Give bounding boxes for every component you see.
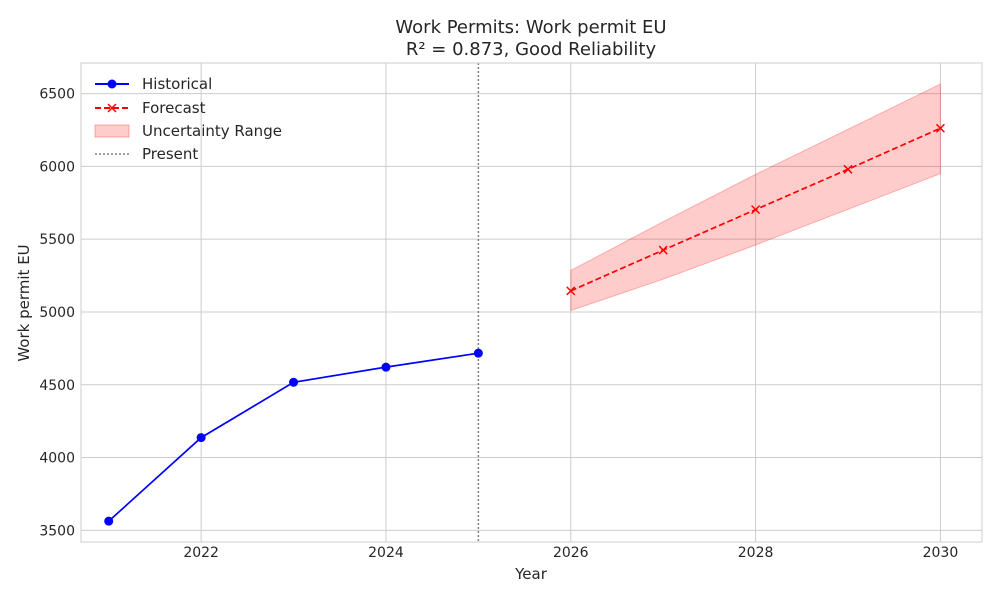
- uncertainty-band-layer: [570, 83, 941, 312]
- x-tick-label: 2028: [738, 545, 774, 561]
- forecast-point: [566, 286, 576, 296]
- forecast-point: [935, 123, 945, 133]
- legend-historical-label: Historical: [142, 75, 212, 93]
- uncertainty-band: [570, 83, 941, 312]
- x-axis-label: Year: [514, 565, 548, 583]
- x-tick-label: 2030: [923, 545, 959, 561]
- chart-subtitle: R² = 0.873, Good Reliability: [406, 39, 657, 60]
- y-tick-label: 5500: [39, 232, 75, 248]
- y-tick-label: 5000: [39, 305, 75, 321]
- y-tick-label: 4500: [39, 378, 75, 394]
- historical-point: [473, 348, 483, 358]
- x-tick-label: 2026: [553, 545, 589, 561]
- historical-point: [381, 362, 391, 372]
- historical-point: [104, 516, 114, 526]
- y-tick-label: 4000: [39, 451, 75, 467]
- legend-forecast-label: Forecast: [142, 99, 206, 117]
- x-tick-label: 2024: [368, 545, 404, 561]
- legend-forecast-marker: [107, 103, 117, 113]
- x-tick-label: 2022: [183, 545, 219, 561]
- series-layer: [104, 123, 945, 526]
- legend-uncertainty-swatch: [94, 124, 130, 138]
- historical-point: [196, 433, 206, 443]
- tick-labels: 2022 2024 2026 2028 2030 3500 4000 4500 5000 5500…: [39, 87, 958, 561]
- y-axis-label: Work permit EU: [15, 244, 33, 361]
- forecast-point: [843, 164, 853, 174]
- legend: Historical Forecast Uncertainty Range Pr…: [94, 75, 282, 163]
- chart-title: Work Permits: Work permit EU: [395, 17, 666, 38]
- y-tick-label: 6000: [39, 159, 75, 175]
- legend-present-label: Present: [142, 145, 198, 163]
- forecast-point: [658, 245, 668, 255]
- plot-area-frame: [80, 62, 983, 543]
- y-tick-label: 3500: [39, 523, 75, 539]
- grid-lines: [81, 63, 982, 542]
- legend-uncertainty-label: Uncertainty Range: [142, 122, 282, 140]
- historical-point: [289, 377, 299, 387]
- y-tick-label: 6500: [39, 87, 75, 103]
- forecast-point: [751, 205, 761, 215]
- legend-historical-marker: [107, 79, 117, 89]
